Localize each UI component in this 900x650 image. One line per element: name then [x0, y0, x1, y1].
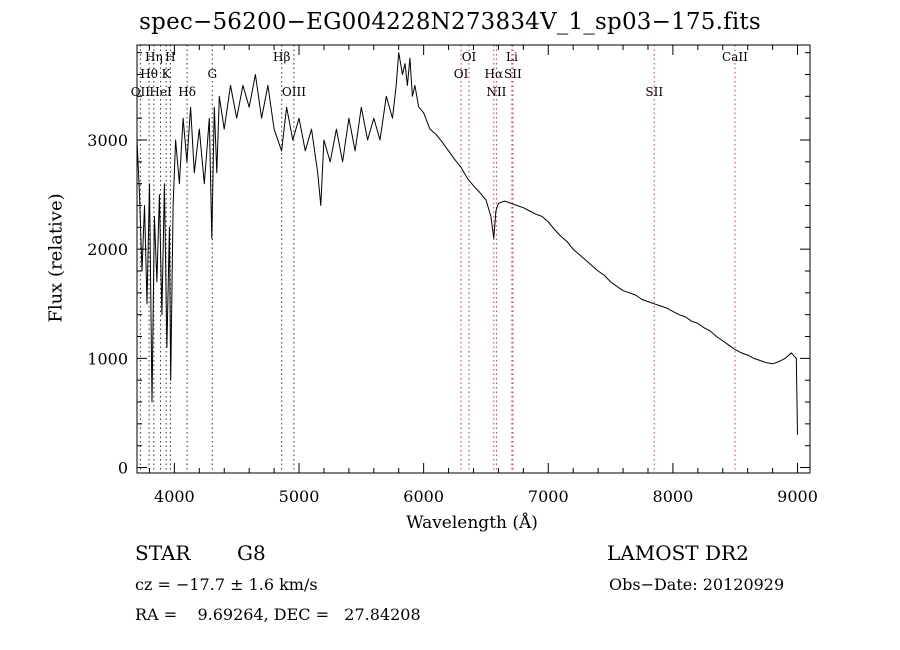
- object-type: STAR: [135, 541, 191, 565]
- spectral-line-label: Li: [506, 50, 518, 64]
- x-tick-label: 9000: [777, 487, 818, 506]
- observation-date: Obs−Date: 20120929: [609, 575, 785, 594]
- x-tick-label: 8000: [653, 487, 694, 506]
- y-tick-label: 0: [118, 459, 128, 478]
- spectral-line-label: Hβ: [273, 50, 290, 64]
- survey-name: LAMOST DR2: [607, 541, 749, 565]
- redshift-cz: cz = −17.7 ± 1.6 km/s: [135, 575, 318, 594]
- y-tick-label: 3000: [87, 131, 128, 150]
- spectral-line-label: G: [207, 67, 217, 81]
- spectral-line-label: SII: [645, 85, 663, 99]
- spectral-line-label: Hα: [485, 67, 504, 81]
- ra-dec-coordinates: RA = 9.69264, DEC = 27.84208: [135, 605, 421, 624]
- spectrum-series-line: [136, 52, 798, 435]
- y-axis-label: Flux (relative): [45, 193, 67, 323]
- object-subclass: G8: [237, 541, 266, 565]
- spectral-line-label: HeI: [149, 85, 172, 99]
- spectral-line-label: Hθ: [140, 67, 158, 81]
- chart-title: spec−56200−EG004228N273834V_1_sp03−175.f…: [139, 9, 761, 35]
- spectral-line-label: Hη: [145, 50, 163, 64]
- x-tick-label: 5000: [279, 487, 320, 506]
- spectral-line-label: Hδ: [178, 85, 196, 99]
- y-tick-label: 2000: [87, 240, 128, 259]
- spectral-line-label: NII: [486, 85, 506, 99]
- spectral-line-label: CaII: [722, 50, 748, 64]
- x-tick-label: 6000: [403, 487, 444, 506]
- spectral-line-label: OIII: [282, 85, 306, 99]
- y-tick-label: 1000: [87, 349, 128, 368]
- x-axis-label: Wavelength (Å): [406, 513, 538, 533]
- x-tick-label: 7000: [528, 487, 569, 506]
- x-tick-label: 4000: [154, 487, 195, 506]
- spectral-line-label: OI: [454, 67, 469, 81]
- spectral-line-label: OI: [462, 50, 477, 64]
- spectral-line-label: SII: [504, 67, 522, 81]
- spectral-line-label: K: [162, 67, 172, 81]
- spectral-line-label: H: [165, 50, 175, 64]
- spectral-line-label: OII: [131, 85, 151, 99]
